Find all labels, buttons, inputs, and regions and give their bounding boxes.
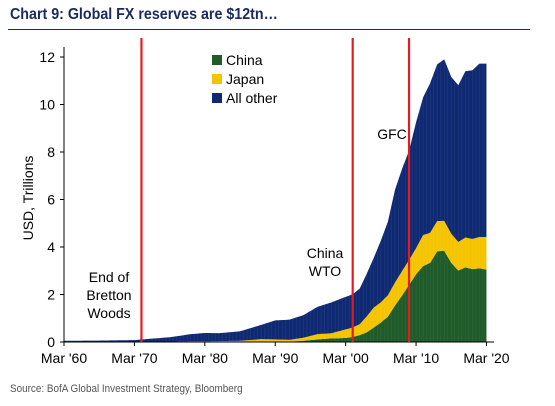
y-tick-label: 8	[47, 144, 55, 160]
chart-title: Chart 9: Global FX reserves are $12tn…	[10, 6, 278, 23]
y-tick-label: 12	[39, 49, 55, 65]
y-tick-label: 2	[47, 287, 55, 303]
x-tick-label: Mar '70	[111, 350, 157, 366]
series-area-japan	[64, 220, 487, 342]
legend: China Japan All other	[212, 52, 278, 106]
event-label-line: WTO	[309, 263, 342, 279]
event-label: GFC	[377, 126, 407, 142]
source-note: Source: BofA Global Investment Strategy,…	[10, 383, 243, 395]
x-tick-label: Mar '20	[463, 350, 509, 366]
event-label: China WTO	[307, 245, 344, 279]
series-area-china	[64, 250, 487, 342]
event-label-line: Woods	[87, 305, 130, 321]
event-label-line: China	[307, 245, 344, 261]
bar-striping	[63, 59, 487, 342]
y-tick-label: 0	[47, 334, 55, 350]
legend-swatch	[212, 93, 222, 103]
title-rule	[8, 29, 530, 30]
event-label: End of Bretton Woods	[86, 269, 131, 321]
y-tick-label: 6	[47, 192, 55, 208]
legend-label: China	[226, 52, 263, 68]
stacked-areas	[63, 59, 487, 342]
y-axis-label: USD, Trillions	[20, 156, 36, 241]
event-label-line: Bretton	[86, 287, 131, 303]
x-tick-label: Mar '00	[323, 350, 369, 366]
event-label-line: End of	[89, 269, 130, 285]
series-area-all-other	[64, 59, 487, 342]
event-markers: End of Bretton Woods China WTO GFC	[86, 38, 411, 342]
x-tick-label: Mar '90	[252, 350, 298, 366]
y-tick-label: 10	[39, 97, 55, 113]
legend-label: All other	[226, 90, 278, 106]
x-tick-label: Mar '60	[41, 350, 87, 366]
legend-label: Japan	[226, 71, 264, 87]
y-tick-label: 4	[47, 239, 55, 255]
axes: 0 2 4 6 8 10 12 Mar '60 Mar '70 Mar '80 Mar '90 Mar…	[39, 47, 510, 366]
legend-swatch	[212, 55, 222, 65]
fx-reserves-chart: 0 2 4 6 8 10 12 Mar '60 Mar '70 Mar '80 Mar '90 Mar…	[20, 38, 510, 366]
event-label-line: GFC	[377, 126, 407, 142]
x-tick-label: Mar '10	[393, 350, 439, 366]
legend-swatch	[212, 74, 222, 84]
x-tick-label: Mar '80	[182, 350, 228, 366]
